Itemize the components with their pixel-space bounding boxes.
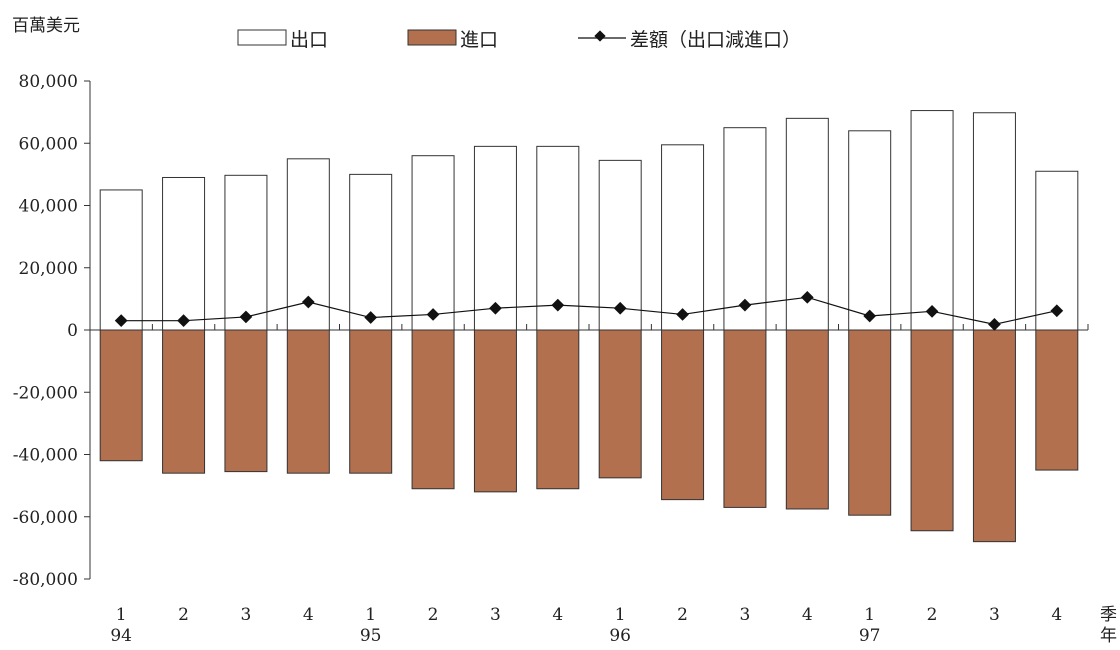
balance-line (121, 296, 1057, 326)
x-tick-label: 1 (864, 605, 875, 625)
y-tick-label: 60,000 (19, 134, 78, 154)
export-bar (411, 155, 455, 331)
y-tick-label: -20,000 (13, 383, 78, 403)
export-bar (723, 127, 767, 331)
axes: 80,000 60,000 40,000 20,000 0 -20,000 -40,000 -… (13, 72, 91, 590)
y-tick-label: 20,000 (19, 259, 78, 279)
x-tick-label: 2 (428, 605, 439, 625)
y-tick-label: -80,000 (13, 570, 78, 590)
balance-point (364, 311, 378, 324)
export-bar (162, 176, 206, 331)
x-tick-label: 3 (241, 605, 252, 625)
import-bar (661, 329, 705, 501)
balance-point (489, 301, 502, 315)
export-bar (349, 173, 393, 331)
year-label: 97 (859, 626, 881, 646)
balance-point (177, 314, 190, 328)
import-bar (473, 329, 517, 493)
legend-swatch-exports (237, 29, 287, 46)
import-bar (972, 329, 1016, 543)
year-label: 96 (609, 626, 631, 646)
import-bar (349, 329, 393, 474)
export-bar (473, 145, 517, 331)
import-bar (1035, 329, 1079, 471)
y-tick-label: 80,000 (19, 72, 78, 92)
y-tick-label: 0 (67, 321, 78, 341)
x-tick-label: 3 (989, 605, 1000, 625)
import-bar (286, 329, 330, 474)
bars (99, 110, 1079, 543)
import-bar (536, 329, 580, 490)
import-bar (411, 329, 455, 490)
legend: 出口 進口 差額（出口減進口） (237, 29, 801, 51)
export-bar (848, 130, 892, 331)
x-tick-label: 3 (740, 605, 751, 625)
legend-swatch-imports (407, 29, 457, 46)
x-tick-label: 4 (1051, 605, 1062, 625)
export-bar (99, 189, 143, 331)
x-tick-label: 4 (303, 605, 314, 625)
export-bar (972, 112, 1016, 331)
x-tick-label: 1 (615, 605, 626, 625)
import-bar (598, 329, 642, 479)
x-tick-label: 1 (365, 605, 376, 625)
export-bar (224, 174, 268, 331)
legend-label-imports: 進口 (460, 29, 498, 51)
year-label: 95 (360, 626, 382, 646)
balance-point (239, 310, 253, 324)
x-axis-year-label: 年 (1100, 626, 1117, 646)
x-axis-labels: 1 2 3 4 1 2 3 4 1 2 3 4 1 2 3 4 94 95 96 97 (110, 605, 1062, 646)
import-bar (162, 329, 206, 474)
export-bar (1035, 170, 1079, 331)
x-tick-label: 2 (677, 605, 688, 625)
import-bar (785, 329, 829, 510)
balance-point (301, 295, 315, 309)
balance-series (114, 290, 1064, 331)
import-bar (99, 329, 143, 462)
x-tick-label: 1 (116, 605, 127, 625)
legend-marker-balance (594, 30, 606, 42)
import-bar (723, 329, 767, 508)
x-tick-label: 3 (490, 605, 501, 625)
balance-point (114, 314, 128, 328)
y-unit-label: 百萬美元 (12, 16, 80, 36)
year-label: 94 (110, 626, 132, 646)
legend-label-balance: 差額（出口減進口） (630, 29, 801, 51)
y-tick-label: -40,000 (13, 446, 78, 466)
import-bar (910, 329, 954, 532)
export-bar (598, 159, 642, 331)
x-tick-label: 4 (552, 605, 563, 625)
balance-point (426, 308, 440, 321)
x-tick-label: 2 (927, 605, 938, 625)
y-tick-label: 40,000 (19, 197, 78, 217)
y-tick-label: -60,000 (13, 508, 78, 528)
x-tick-label: 4 (802, 605, 813, 625)
export-bar (661, 144, 705, 331)
export-bar (910, 110, 954, 331)
zero-axis (89, 324, 1089, 331)
import-bar (224, 329, 268, 473)
x-tick-label: 2 (178, 605, 189, 625)
import-bar (848, 329, 892, 516)
legend-label-exports: 出口 (290, 29, 328, 51)
x-axis-quarter-label: 季 (1100, 605, 1117, 625)
